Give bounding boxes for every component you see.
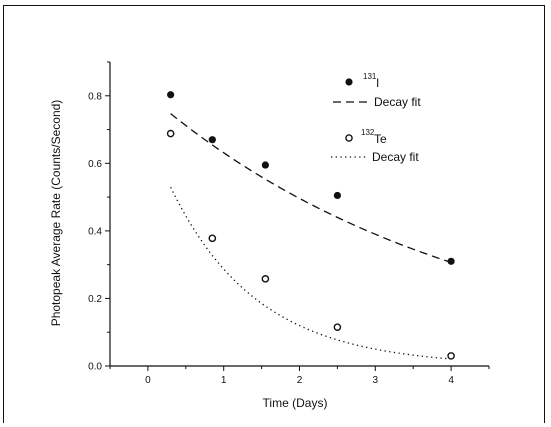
data-point-tellurium bbox=[261, 275, 270, 283]
data-point-iodine bbox=[447, 257, 455, 265]
data-point-iodine bbox=[208, 136, 216, 144]
data-point-tellurium bbox=[208, 234, 217, 243]
axes bbox=[109, 62, 489, 367]
fit-curves bbox=[170, 113, 452, 360]
y-tick-label: 0.2 bbox=[88, 294, 102, 305]
y-tick-label: 0.6 bbox=[88, 159, 102, 170]
legend-iodine-fit: Decay fit bbox=[374, 95, 421, 109]
y-tick-label: 0.8 bbox=[88, 91, 102, 102]
x-tick-label: 3 bbox=[373, 375, 379, 386]
x-tick-label: 2 bbox=[297, 375, 303, 386]
y-tick-label: 0.4 bbox=[88, 226, 102, 237]
data-point-iodine bbox=[167, 91, 175, 99]
data-point-iodine bbox=[333, 191, 341, 200]
legend-iodine-symbol: I bbox=[376, 76, 379, 90]
figure-frame bbox=[3, 5, 545, 423]
data-point-tellurium bbox=[333, 323, 342, 331]
data-points bbox=[166, 91, 455, 360]
x-tick-label: 1 bbox=[221, 375, 227, 386]
x-axis-title: Time (Days) bbox=[263, 396, 328, 410]
y-axis-title: Photopeak Average Rate (Counts/Second) bbox=[49, 100, 63, 327]
x-tick-label: 4 bbox=[448, 375, 454, 386]
legend-tellurium-symbol: Te bbox=[374, 132, 387, 146]
legend-marker-iodine bbox=[345, 78, 353, 86]
legend: 131 I Decay fit 132 Te Decay fit bbox=[331, 72, 421, 164]
y-tick-label: 0.0 bbox=[88, 362, 102, 373]
fit-curve-tellurium bbox=[170, 186, 452, 360]
data-point-iodine bbox=[261, 161, 269, 169]
legend-iodine-mass: 131 bbox=[363, 72, 377, 81]
legend-marker-tellurium bbox=[345, 134, 353, 142]
data-point-tellurium bbox=[447, 352, 455, 360]
data-point-tellurium bbox=[166, 129, 175, 138]
x-tick-label: 0 bbox=[145, 375, 151, 386]
fit-curve-iodine bbox=[170, 113, 452, 264]
legend-tellurium-mass: 132 bbox=[361, 128, 375, 137]
ticks: 0 1 2 3 4 0.0 0.2 0.4 0.6 0.8 bbox=[88, 61, 490, 386]
legend-tellurium-fit: Decay fit bbox=[372, 150, 419, 164]
